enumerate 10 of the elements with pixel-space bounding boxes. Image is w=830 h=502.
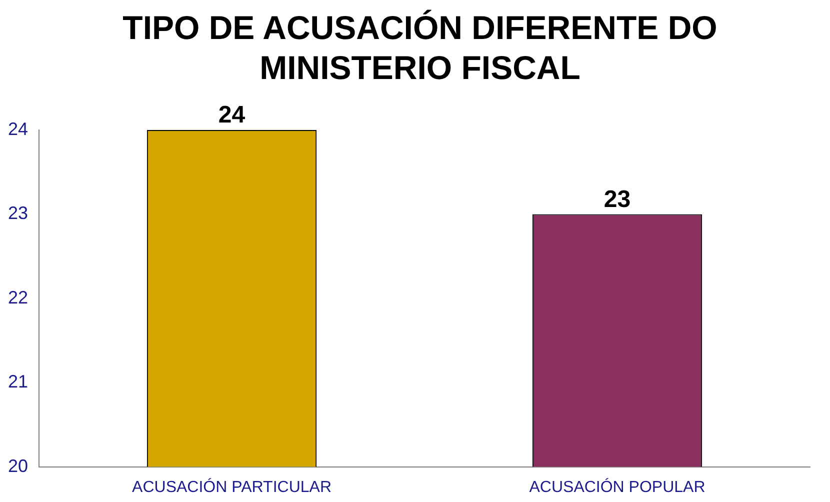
x-tick-label: ACUSACIÓN PARTICULAR [132, 478, 332, 496]
y-tick-label: 20 [8, 456, 28, 476]
data-label: 24 [218, 102, 246, 129]
chart-title: TIPO DE ACUSACIÓN DIFERENTE DO MINISTERIO FISCAL [122, 8, 718, 88]
y-tick-label: 24 [8, 118, 28, 139]
data-label: 23 [604, 186, 631, 213]
y-tick-label: 21 [8, 372, 28, 392]
y-tick-label: 22 [8, 287, 28, 308]
y-tick-label: 23 [8, 203, 28, 224]
x-tick-label: ACUSACIÓN POPULAR [529, 478, 706, 496]
